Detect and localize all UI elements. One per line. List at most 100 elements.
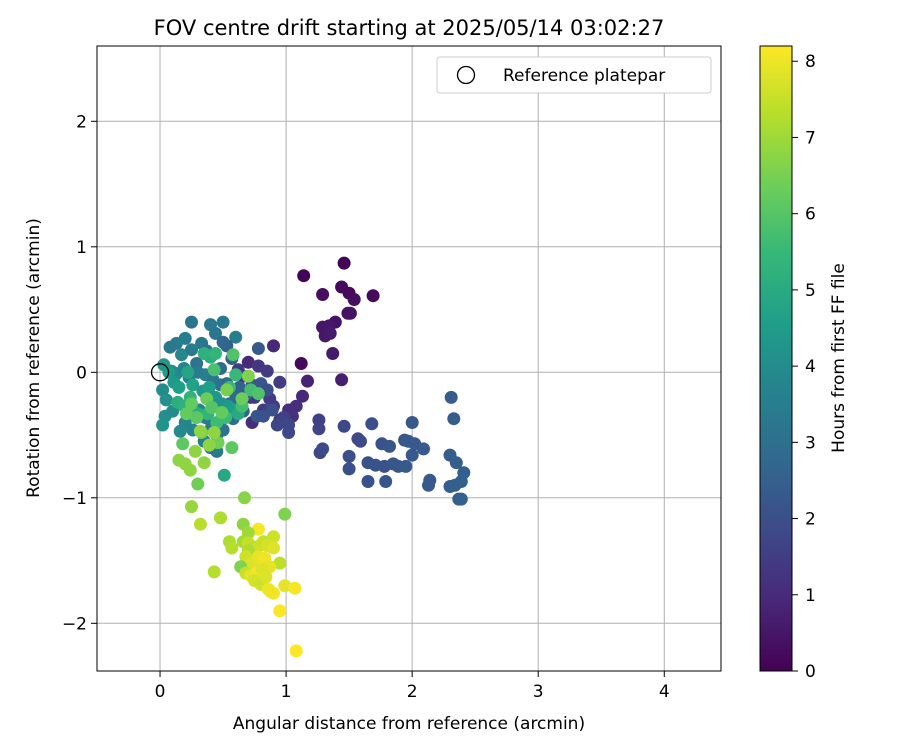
data-point [270,418,284,432]
colorbar-tick-label: 4 [805,357,816,377]
data-point [399,459,413,473]
data-point [185,343,198,357]
data-point [326,347,340,360]
data-point [197,347,211,360]
colorbar-ticks: 8 7 6 5 4 3 2 1 0 [792,52,816,682]
data-point [282,418,296,432]
data-point [225,541,239,555]
colorbar-tick-label: 8 [805,52,816,72]
colorbar-tick-label: 5 [805,281,816,301]
x-tick-label: 0 [155,682,166,702]
data-point [366,289,380,303]
reference-platepar-marker [150,363,170,382]
data-point [215,406,229,419]
legend: Reference platepar [436,56,712,94]
data-point [354,434,367,448]
data-point [172,380,186,394]
x-axis-ticks: 0 1 2 3 4 [155,671,670,702]
plot-area [97,46,721,671]
data-point [225,441,239,455]
y-tick-label: 1 [76,238,87,258]
data-point [185,397,198,411]
data-point [207,426,221,439]
data-point [220,383,234,397]
data-point [202,380,216,394]
data-point [235,392,249,406]
data-point [190,411,204,424]
data-point [180,407,193,421]
grid-lines [97,46,721,671]
data-point [216,315,230,329]
data-point [251,342,265,355]
data-point [260,364,274,378]
colorbar-tick-label: 1 [805,586,816,606]
data-point [444,390,458,404]
data-point [156,418,170,432]
data-point [294,357,308,370]
data-point [181,365,195,379]
data-point [449,456,463,470]
y-axis-label: Rotation from reference (arcmin) [24,218,44,498]
legend-box [436,56,712,94]
data-point [383,439,396,453]
data-point [251,387,265,401]
x-tick-label: 4 [659,682,670,702]
x-tick-label: 2 [407,682,418,702]
data-point [209,347,222,360]
data-point [457,466,471,480]
scatter-points [156,256,471,658]
data-point [205,400,219,414]
data-point [316,288,330,301]
data-point [337,256,351,270]
y-axis-ticks: 2 1 0 −1 −2 [62,112,97,634]
data-point [365,417,379,431]
legend-marker [456,65,476,85]
data-point [251,522,265,536]
data-point [273,375,287,389]
data-point [301,374,314,388]
data-point [343,306,357,320]
data-point [316,442,330,456]
data-point [216,335,230,349]
colorbar [759,45,793,672]
data-point [217,468,231,482]
data-point [447,412,461,426]
data-point [361,475,375,488]
data-point [273,556,287,570]
x-tick-label: 1 [281,682,292,702]
data-point [278,507,292,521]
data-point [185,315,198,329]
data-point [323,326,337,340]
colorbar-tick-label: 3 [805,433,816,453]
data-point [185,500,198,514]
colorbar-tick-label: 0 [805,662,816,682]
data-point [312,422,326,436]
data-point [186,378,200,392]
data-point [273,604,287,618]
y-tick-label: −2 [62,614,87,634]
data-point [183,463,197,477]
data-point [214,511,227,525]
data-point [175,348,188,362]
data-point [342,462,356,476]
data-point [241,369,255,383]
data-point [379,475,393,488]
data-point [347,293,361,306]
data-point [256,409,270,423]
data-point [159,393,173,407]
colorbar-tick-label: 6 [805,205,816,225]
data-point [229,330,243,344]
data-point [417,442,430,456]
x-axis-label: Angular distance from reference (arcmin) [233,714,585,734]
data-point [335,373,349,387]
colorbar-label: Hours from first FF file [829,263,849,453]
data-point [423,473,437,487]
data-point [209,326,222,340]
data-point [156,383,170,397]
colorbar-tick-label: 7 [805,128,816,148]
legend-label: Reference platepar [503,66,665,86]
y-tick-label: −1 [62,489,87,509]
data-point [229,368,243,382]
data-point [163,340,177,354]
